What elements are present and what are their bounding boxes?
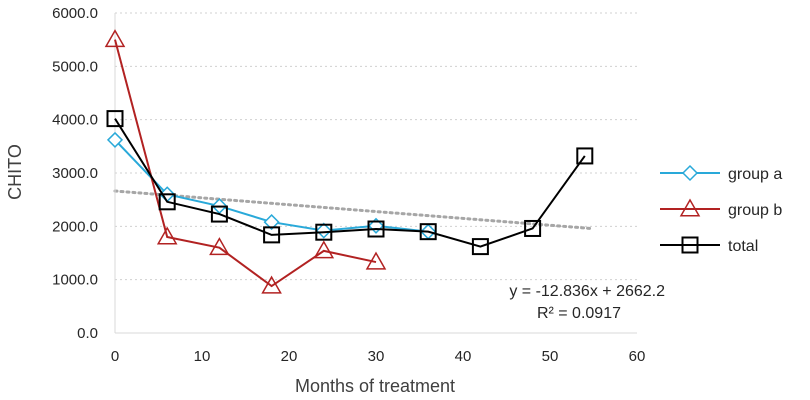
x-tick-label: 30	[368, 348, 385, 365]
x-axis-title: Months of treatment	[295, 376, 455, 396]
data-point	[313, 240, 335, 259]
data-point	[681, 164, 699, 182]
data-point	[315, 223, 333, 241]
data-point	[158, 193, 176, 211]
trendline-line	[113, 189, 595, 231]
data-point	[576, 147, 594, 165]
data-point	[365, 251, 387, 270]
y-tick-labels: 0.0 1000.0 2000.0 3000.0 4000.0 5000.0 6000.0	[52, 5, 98, 342]
data-point	[261, 275, 282, 294]
series-layer	[104, 29, 594, 294]
data-point	[681, 236, 699, 254]
x-tick-label: 0	[111, 348, 119, 365]
legend-label: group a	[728, 166, 782, 183]
series-line	[114, 118, 586, 248]
x-tick-label: 40	[455, 348, 472, 365]
data-point	[106, 131, 124, 148]
data-point	[367, 220, 385, 238]
legend-item: total	[660, 236, 758, 255]
data-point	[524, 219, 542, 237]
data-point	[679, 198, 701, 217]
series-line	[114, 39, 377, 288]
legend-label: total	[728, 238, 758, 255]
series-total	[106, 110, 594, 256]
y-tick-label: 1000.0	[52, 272, 98, 289]
legend: group a group b total	[660, 164, 782, 255]
y-axis-title: CHITO	[5, 144, 25, 200]
data-point	[471, 238, 489, 256]
series-group-b	[104, 29, 387, 294]
x-tick-label: 20	[281, 348, 298, 365]
data-point	[315, 222, 332, 239]
gridlines	[115, 12, 637, 281]
data-point	[209, 237, 230, 256]
x-tick-labels: 0 10 20 30 40 50 60	[111, 348, 646, 365]
y-tick-label: 3000.0	[52, 165, 98, 182]
x-tick-label: 50	[542, 348, 559, 365]
trendline	[113, 189, 595, 231]
y-tick-label: 6000.0	[52, 5, 98, 22]
legend-label: group b	[728, 202, 782, 219]
trendline-equation: y = -12.836x + 2662.2	[509, 283, 665, 300]
legend-item: group b	[660, 198, 782, 219]
trendline-r-squared: R² = 0.0917	[537, 305, 621, 322]
axes	[114, 13, 637, 334]
data-point	[104, 29, 126, 48]
data-point	[263, 226, 281, 244]
data-point	[263, 214, 280, 231]
y-tick-label: 4000.0	[52, 112, 98, 129]
legend-item: group a	[660, 164, 782, 183]
data-point	[210, 205, 228, 223]
data-point	[156, 226, 178, 245]
y-tick-label: 2000.0	[52, 218, 98, 235]
x-tick-label: 60	[629, 348, 646, 365]
y-tick-label: 5000.0	[52, 58, 98, 75]
data-point	[419, 223, 437, 241]
x-tick-label: 10	[194, 348, 211, 365]
y-tick-label: 0.0	[77, 325, 98, 342]
data-point	[106, 110, 124, 128]
